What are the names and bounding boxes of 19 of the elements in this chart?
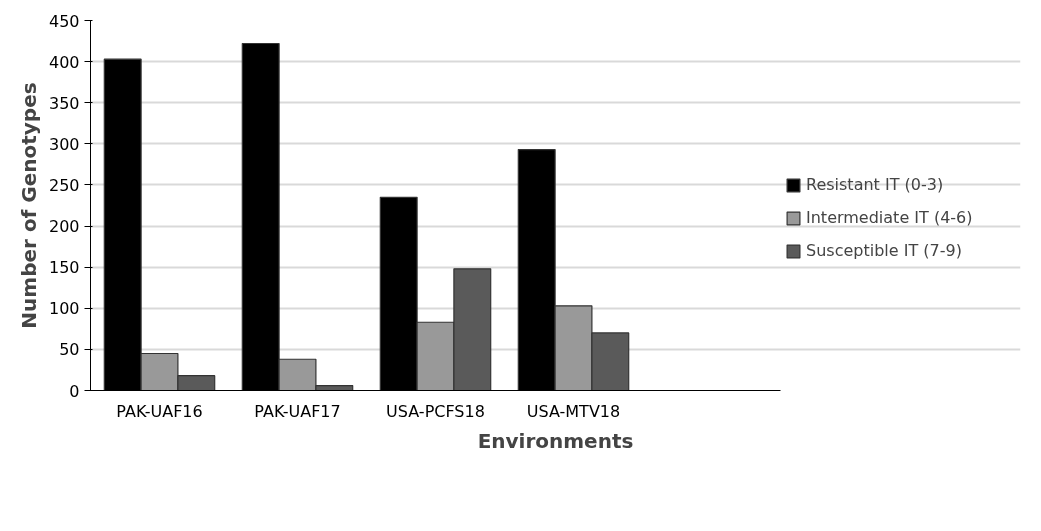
y-axis-title: Number of Genotypes: [16, 82, 41, 329]
y-tick-label: 100: [48, 299, 80, 319]
legend-label: Resistant IT (0-3): [806, 175, 944, 194]
y-tick-label: 50: [59, 340, 80, 360]
y-tick-label: 0: [69, 381, 80, 401]
y-tick-label: 350: [48, 93, 80, 113]
y-tick-label: 200: [48, 217, 80, 237]
legend-label: Intermediate IT (4-6): [806, 208, 973, 227]
y-tick-label: 300: [48, 134, 80, 154]
x-tick-label: USA-PCFS18: [386, 401, 485, 421]
y-tick-label: 450: [48, 11, 80, 31]
x-tick-label: USA-MTV18: [526, 401, 621, 421]
y-tick-label: 250: [48, 175, 80, 195]
x-axis-title: Environments: [477, 428, 634, 453]
y-tick-label: 400: [48, 52, 80, 72]
x-tick-label: PAK-UAF16: [116, 401, 203, 421]
x-tick-label: PAK-UAF17: [254, 401, 341, 421]
y-tick-label: 150: [48, 258, 80, 278]
legend-label: Susceptible IT (7-9): [806, 241, 962, 260]
